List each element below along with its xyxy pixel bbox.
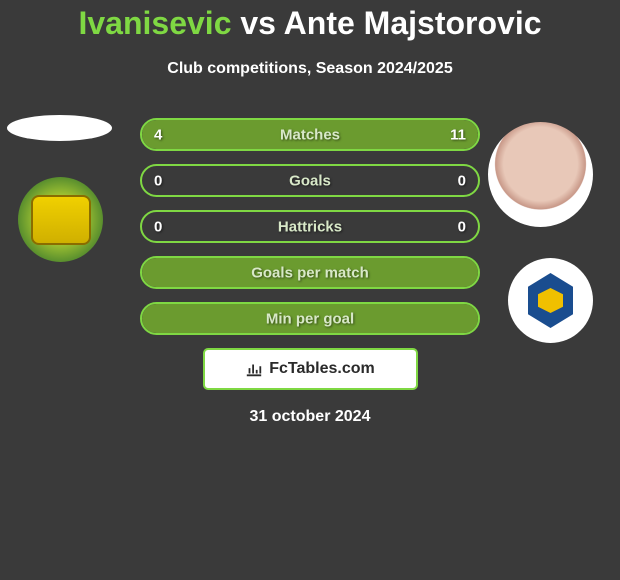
stat-value-left: 0 bbox=[154, 218, 162, 235]
istra-badge-icon bbox=[31, 195, 91, 245]
stat-bar: 0 Hattricks 0 bbox=[140, 210, 480, 243]
player1-club-badge bbox=[18, 177, 103, 262]
stat-label: Matches bbox=[280, 126, 340, 143]
stat-bars: 4 Matches 11 0 Goals 0 0 Hattricks 0 Goals per ma… bbox=[140, 118, 480, 335]
stat-bar: Goals per match bbox=[140, 256, 480, 289]
infographic-container: Ivanisevic vs Ante Majstorovic Club comp… bbox=[0, 0, 620, 426]
title-player1: Ivanisevic bbox=[78, 5, 231, 41]
stat-value-left: 0 bbox=[154, 172, 162, 189]
subtitle: Club competitions, Season 2024/2025 bbox=[0, 60, 620, 78]
stat-bar: 4 Matches 11 bbox=[140, 118, 480, 151]
stat-label: Min per goal bbox=[266, 310, 354, 327]
content-area: 4 Matches 11 0 Goals 0 0 Hattricks 0 Goals per ma… bbox=[0, 118, 620, 426]
player2-avatar bbox=[488, 122, 593, 227]
player2-club-badge bbox=[508, 258, 593, 343]
stat-label: Hattricks bbox=[278, 218, 342, 235]
stat-label: Goals bbox=[289, 172, 331, 189]
date: 31 october 2024 bbox=[0, 408, 620, 426]
branding-box: FcTables.com bbox=[203, 348, 418, 390]
player1-avatar bbox=[7, 115, 112, 141]
stat-value-right: 0 bbox=[458, 218, 466, 235]
stat-label: Goals per match bbox=[251, 264, 369, 281]
stat-value-right: 11 bbox=[450, 126, 466, 143]
page-title: Ivanisevic vs Ante Majstorovic bbox=[0, 5, 620, 42]
title-vs: vs bbox=[240, 5, 276, 41]
branding-text: FcTables.com bbox=[269, 360, 375, 378]
stat-bar: Min per goal bbox=[140, 302, 480, 335]
stat-fill-right bbox=[233, 120, 478, 149]
rijeka-badge-icon bbox=[528, 273, 573, 328]
title-player2: Ante Majstorovic bbox=[284, 5, 542, 41]
stat-value-right: 0 bbox=[458, 172, 466, 189]
stat-bar: 0 Goals 0 bbox=[140, 164, 480, 197]
chart-icon bbox=[245, 360, 263, 378]
stat-value-left: 4 bbox=[154, 126, 162, 143]
